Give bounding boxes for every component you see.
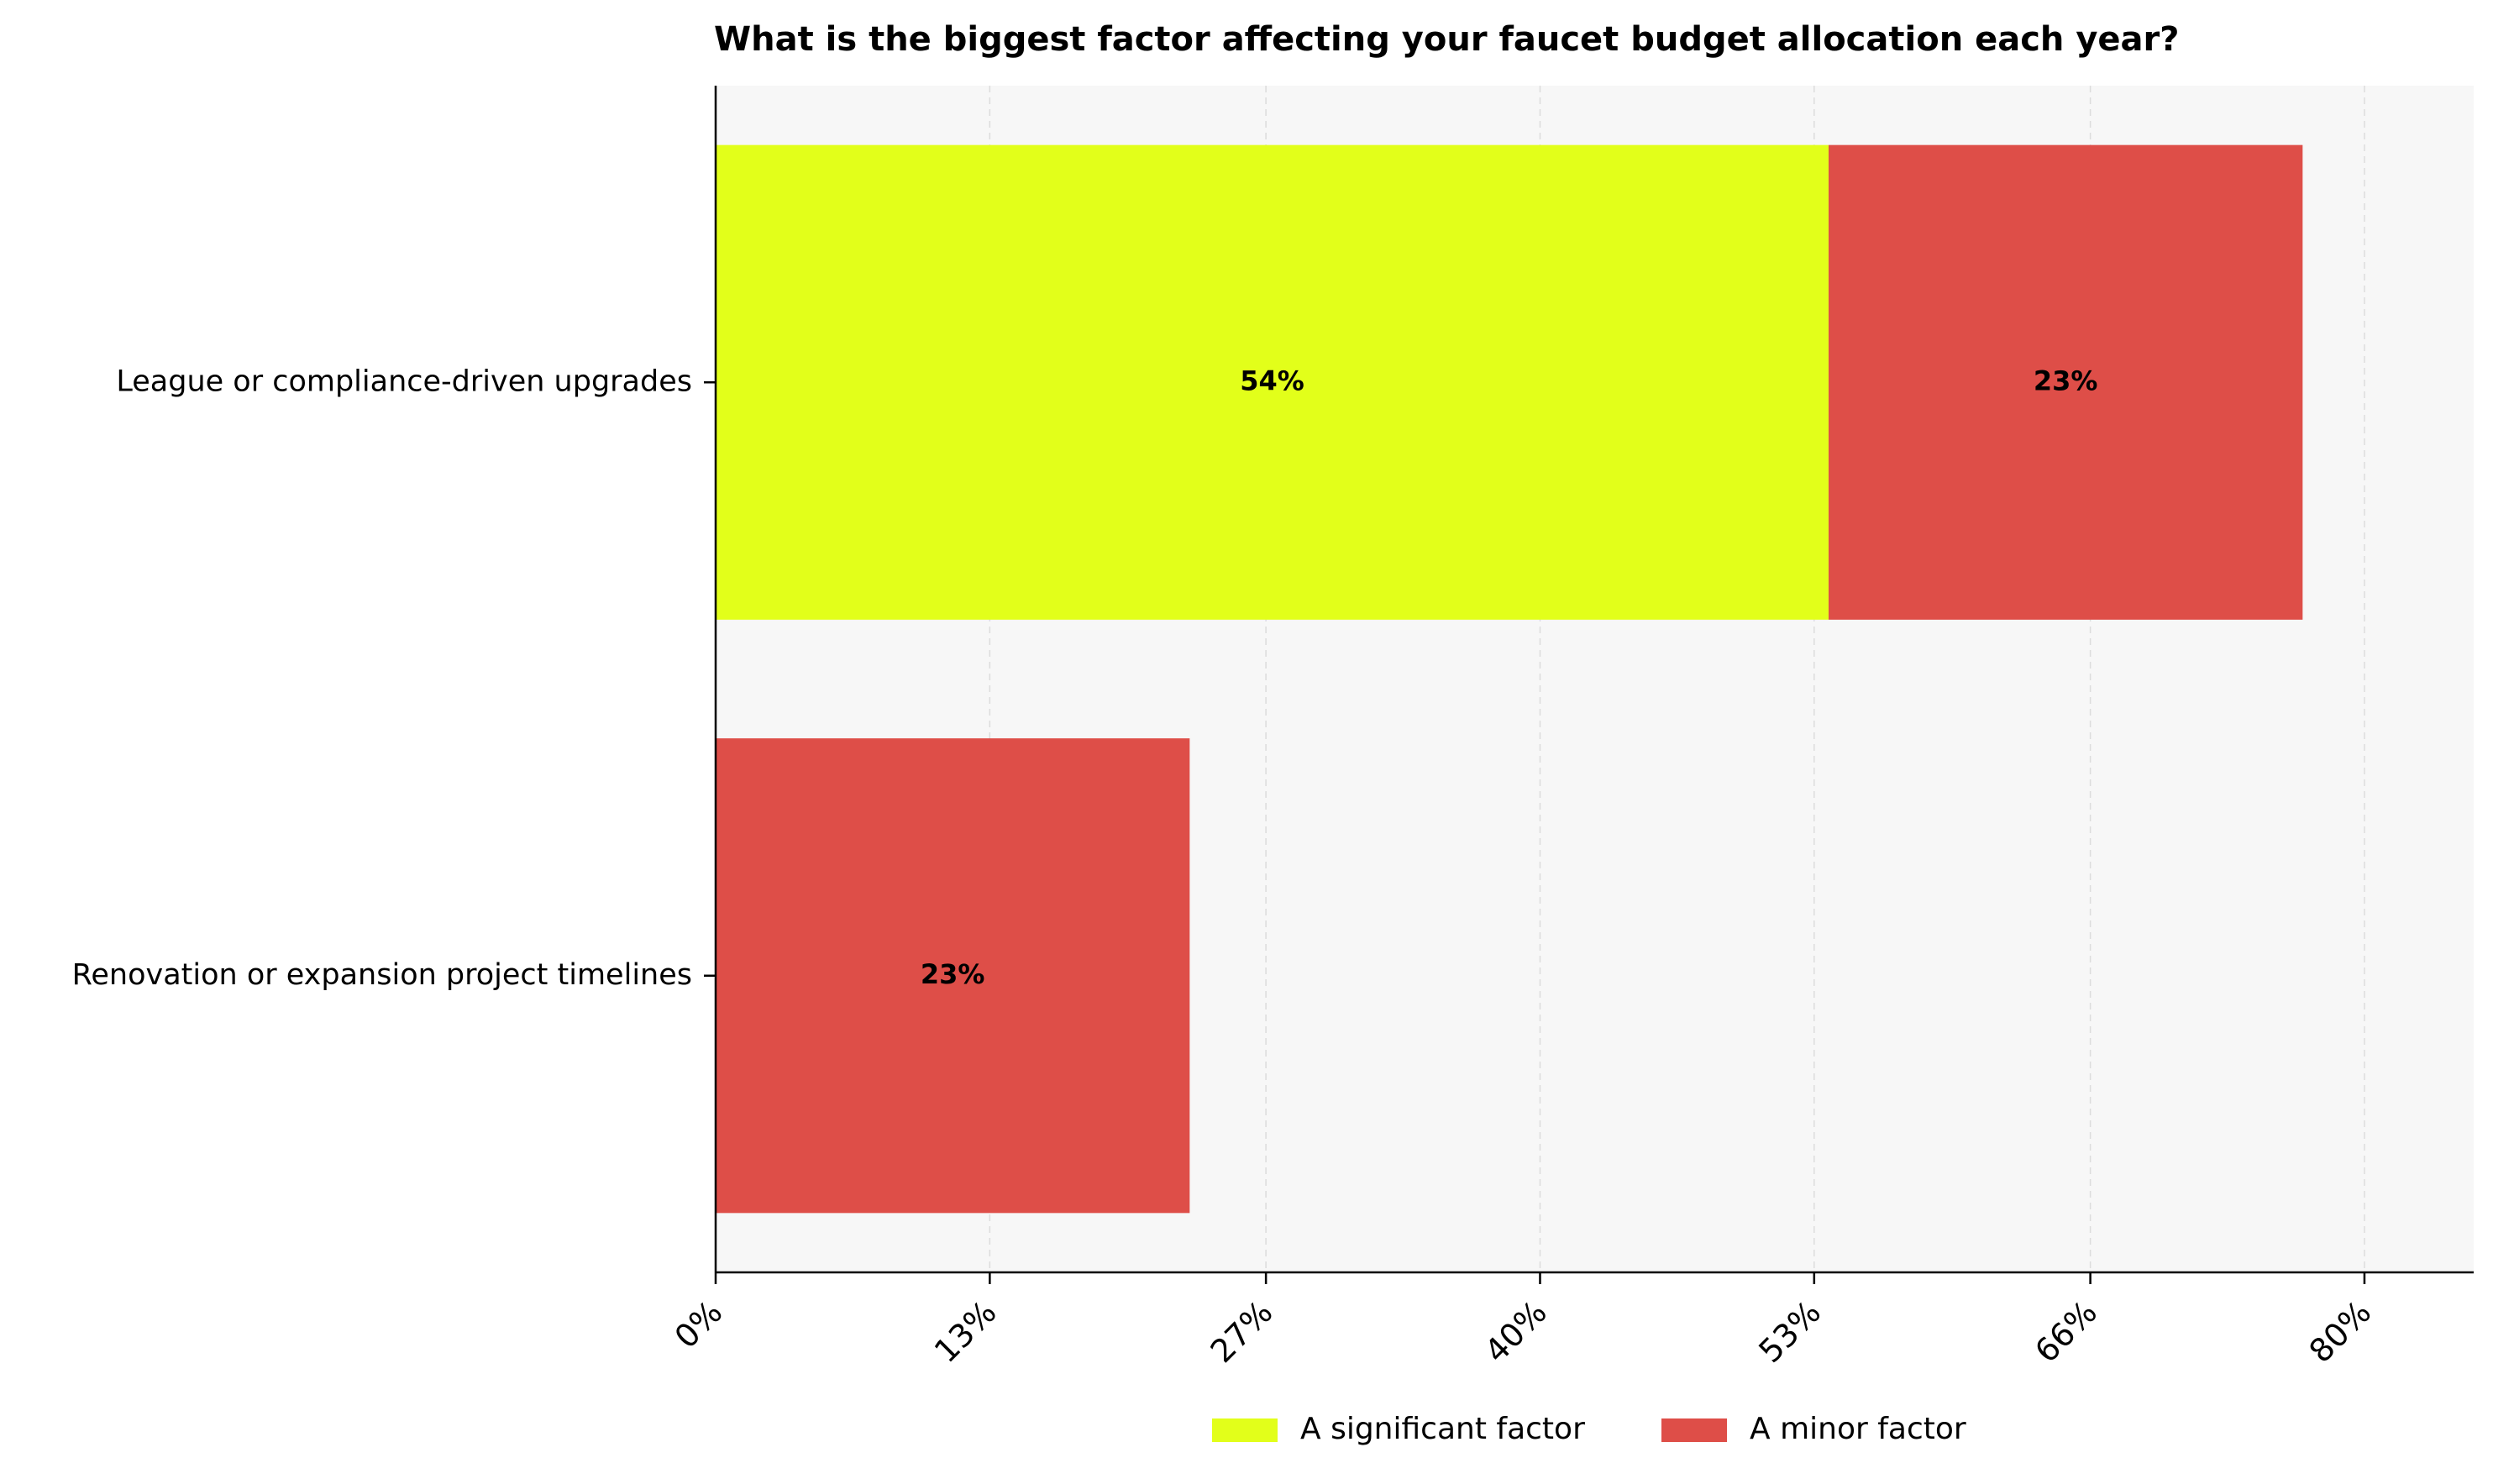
chart-title: What is the biggest factor affecting you…	[714, 20, 2179, 59]
legend-swatch	[1212, 1418, 1278, 1442]
data-label: 23%	[2034, 364, 2098, 396]
legend: A significant factor A minor factor	[1212, 1412, 1966, 1446]
category-label: Renovation or expansion project timeline…	[72, 958, 692, 992]
x-tick-label: 40%	[1477, 1293, 1554, 1370]
data-label: 23%	[921, 958, 985, 990]
bar	[716, 144, 1829, 620]
category-label: League or compliance-driven upgrades	[116, 364, 692, 398]
x-tick-label: 27%	[1204, 1293, 1280, 1370]
data-label: 54%	[1240, 364, 1304, 396]
x-ticks: 0% 13% 27% 40% 53% 66% 80%	[668, 1272, 2378, 1370]
x-tick-label: 80%	[2301, 1293, 2378, 1370]
x-tick-label: 0%	[668, 1293, 730, 1356]
x-tick-label: 53%	[1751, 1293, 1828, 1370]
data-labels: 54% 23% 23%	[921, 364, 2098, 990]
x-tick-label: 13%	[927, 1293, 1004, 1370]
x-tick-label: 66%	[2028, 1293, 2104, 1370]
grid-lines	[989, 86, 2365, 1272]
bar	[716, 738, 1190, 1214]
bar	[1828, 144, 2303, 620]
axes	[714, 86, 2474, 1274]
bars	[716, 144, 2303, 1214]
legend-label: A minor factor	[1750, 1412, 1966, 1446]
legend-swatch	[1661, 1418, 1727, 1442]
y-ticks: League or compliance-driven upgrades Reno…	[72, 364, 716, 992]
legend-label: A significant factor	[1300, 1412, 1585, 1446]
